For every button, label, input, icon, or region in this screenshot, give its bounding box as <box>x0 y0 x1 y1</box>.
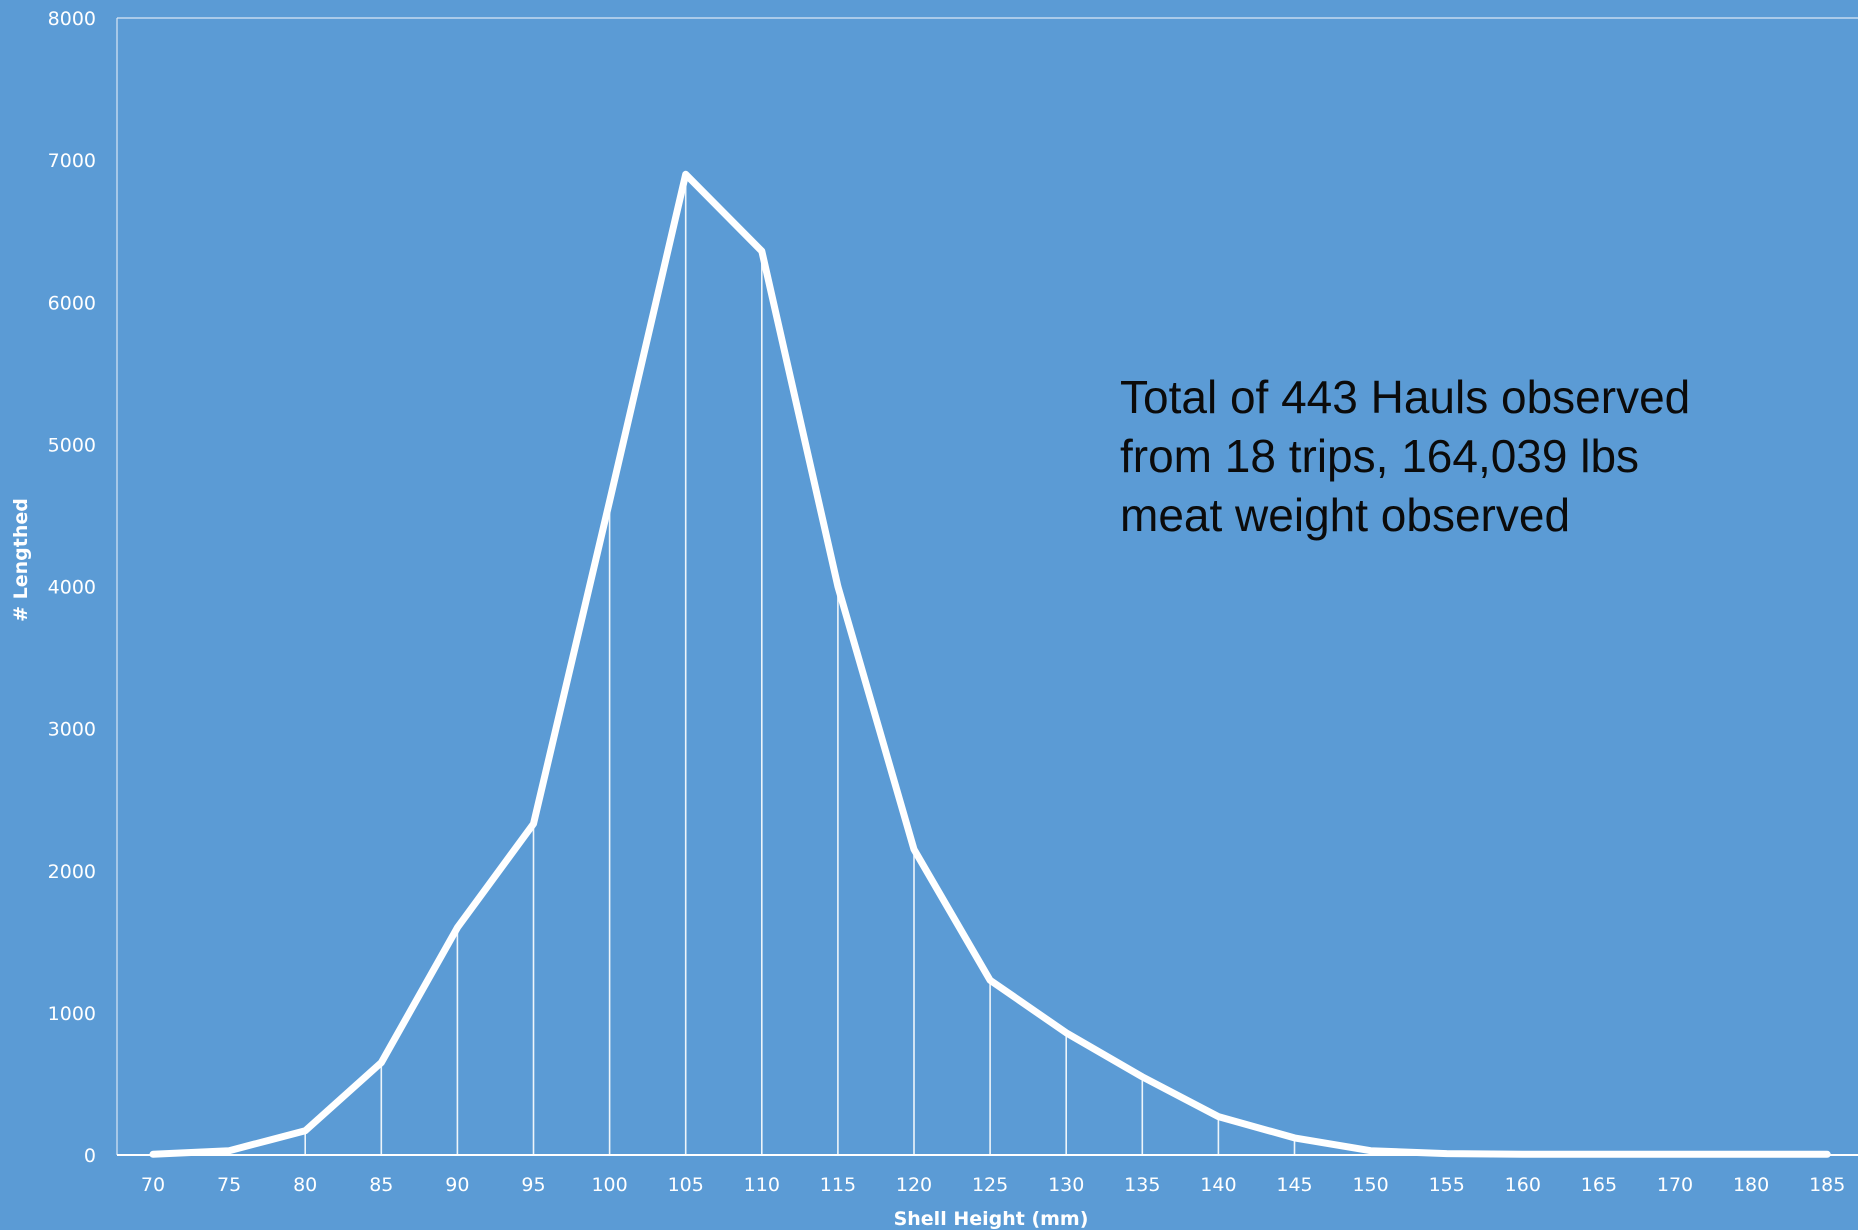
x-tick-label: 105 <box>668 1174 704 1196</box>
x-tick-label: 110 <box>744 1174 780 1196</box>
x-tick-label: 95 <box>521 1174 545 1196</box>
x-tick-label: 115 <box>820 1174 856 1196</box>
annotation-line-1: Total of 443 Hauls observed <box>1120 371 1691 423</box>
x-tick-label: 80 <box>293 1174 317 1196</box>
y-tick-label: 5000 <box>48 434 96 456</box>
y-tick-label: 0 <box>84 1145 96 1167</box>
y-tick-label: 4000 <box>48 577 96 599</box>
x-tick-label: 90 <box>445 1174 469 1196</box>
x-tick-label: 120 <box>896 1174 932 1196</box>
x-tick-label: 135 <box>1124 1174 1160 1196</box>
x-tick-label: 155 <box>1429 1174 1465 1196</box>
annotation-line-2: from 18 trips, 164,039 lbs <box>1120 430 1640 482</box>
x-tick-label: 170 <box>1657 1174 1693 1196</box>
x-tick-label: 165 <box>1581 1174 1617 1196</box>
y-tick-label: 2000 <box>48 861 96 883</box>
x-tick-label: 140 <box>1200 1174 1236 1196</box>
drop-lines <box>304 174 1296 1155</box>
x-tick-label: 160 <box>1505 1174 1541 1196</box>
annotation-line-3: meat weight observed <box>1120 489 1571 541</box>
x-tick-label: 100 <box>591 1174 627 1196</box>
y-tick-label: 6000 <box>48 292 96 314</box>
y-tick-label: 8000 <box>48 8 96 30</box>
x-tick-label: 130 <box>1048 1174 1084 1196</box>
x-tick-label: 85 <box>369 1174 393 1196</box>
chart-annotation: Total of 443 Hauls observed from 18 trip… <box>1120 368 1691 545</box>
x-tick-label: 145 <box>1276 1174 1312 1196</box>
y-tick-label: 1000 <box>48 1003 96 1025</box>
plot-frame <box>116 17 1858 1156</box>
x-tick-label: 185 <box>1809 1174 1845 1196</box>
x-tick-label: 75 <box>217 1174 241 1196</box>
series-line <box>149 170 1831 1158</box>
y-axis-title: # Lengthed <box>10 498 32 622</box>
x-tick-label: 150 <box>1352 1174 1388 1196</box>
y-tick-label: 3000 <box>48 719 96 741</box>
y-axis-ticks: 0 1000 2000 3000 4000 5000 6000 7000 8000 <box>48 8 96 1167</box>
y-tick-label: 7000 <box>48 150 96 172</box>
x-tick-label: 180 <box>1733 1174 1769 1196</box>
x-axis-title: Shell Height (mm) <box>894 1208 1089 1230</box>
x-tick-label: 125 <box>972 1174 1008 1196</box>
x-axis-ticks: 70 75 80 85 90 95 100 105 110 115 120 125 130 135 140 1… <box>141 1174 1845 1196</box>
x-tick-label: 70 <box>141 1174 165 1196</box>
series-group <box>149 170 1831 1158</box>
